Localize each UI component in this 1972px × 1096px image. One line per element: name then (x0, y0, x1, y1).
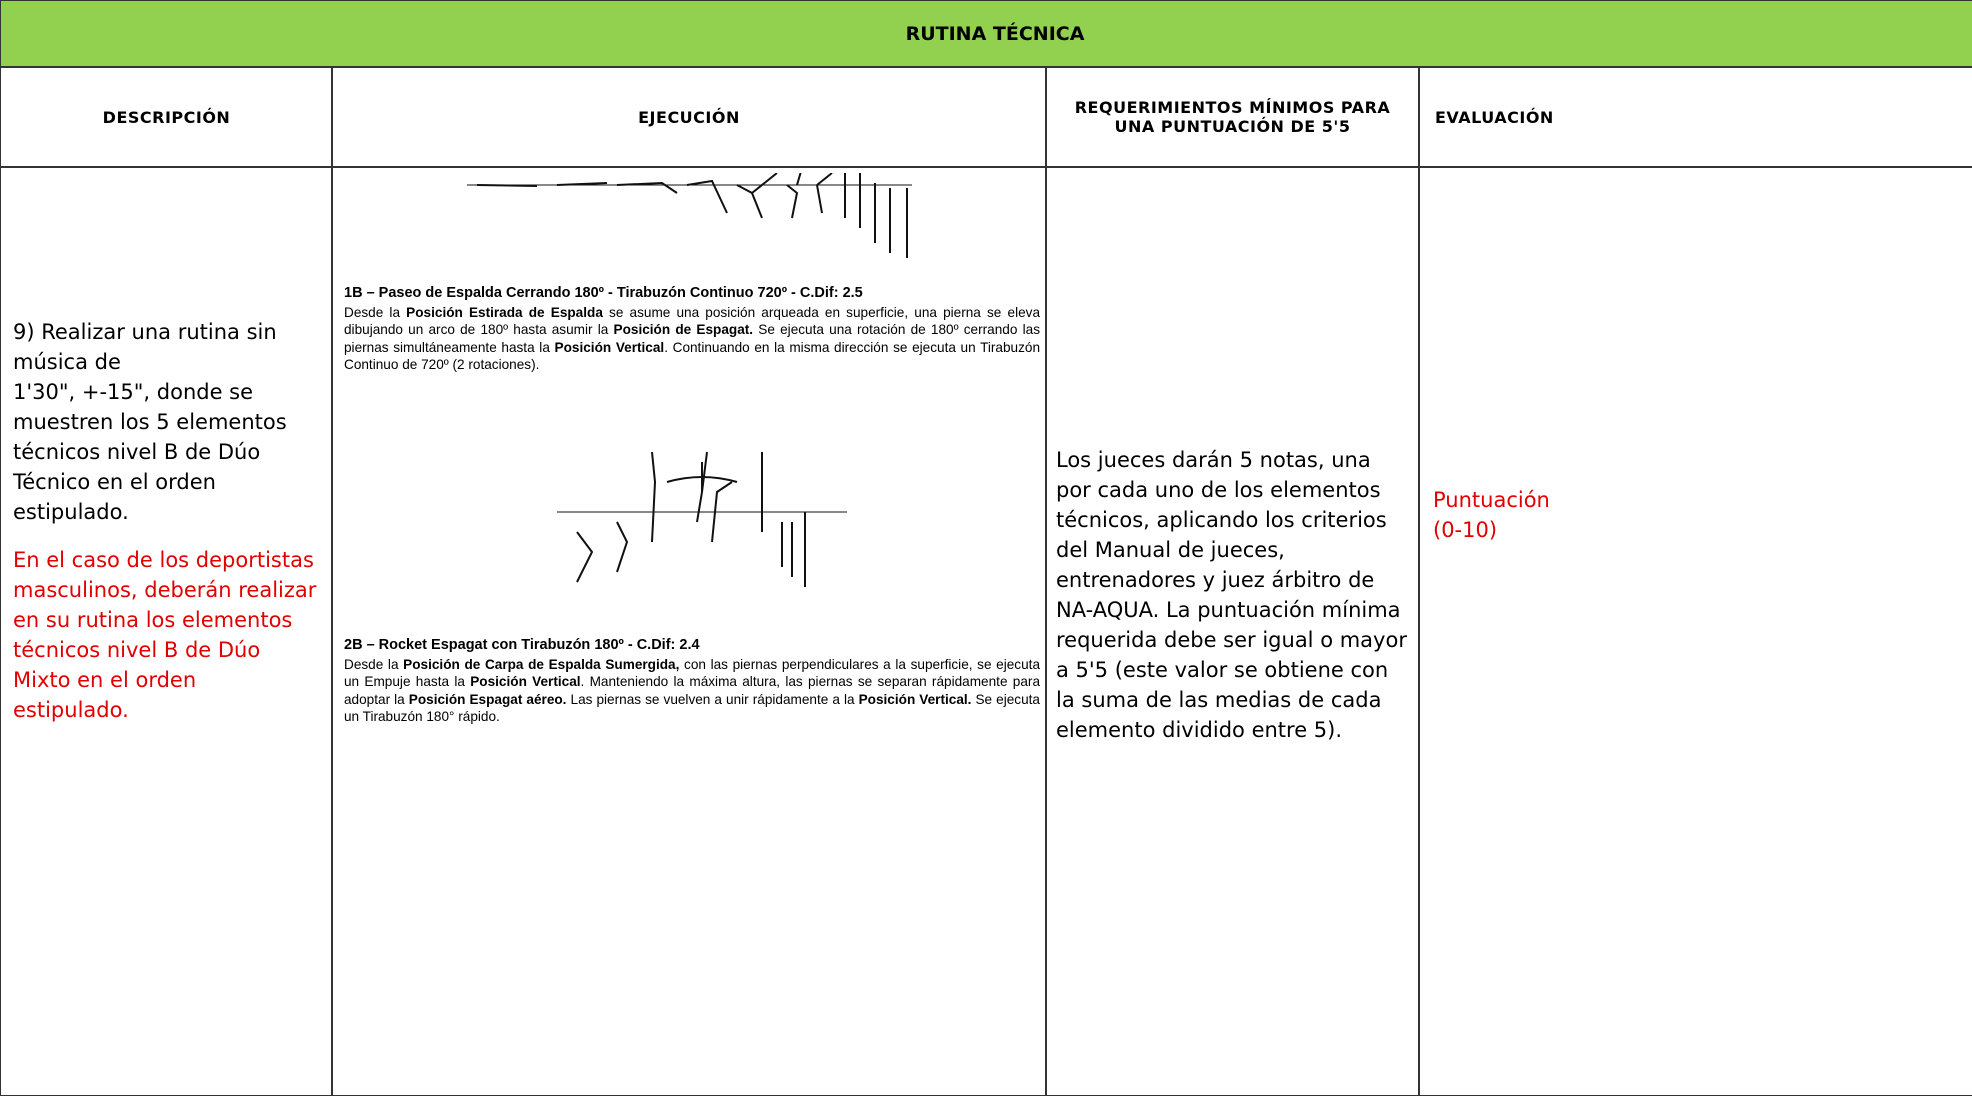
text-run: Posición de Carpa de Espalda Sumergida, (403, 656, 680, 672)
figure-1 (467, 173, 912, 258)
text-run: Posición de Espagat. (613, 322, 754, 337)
text-run: Posición Vertical. (858, 691, 972, 707)
header: REQUERIMIENTOS MÍNIMOS PARA UNA PUNTUACI… (1074, 98, 1391, 136)
text-run: Las piernas se vuelven a unir rápidament… (566, 691, 859, 707)
execution-text: Desde la Posición Estirada de Espalda se… (344, 304, 1040, 374)
execution-heading: 2B – Rocket Espagat con Tirabuzón 180º -… (344, 637, 700, 653)
header: EVALUACIÓN (1435, 107, 1554, 127)
figure-2 (557, 451, 847, 587)
evaluation: Puntuación (0-10) (1433, 488, 1550, 542)
execution-cell: 1B – Paseo de Espalda Cerrando 180º - Ti… (331, 166, 1047, 1096)
description-note: En el caso de los deportistas masculinos… (13, 548, 317, 722)
header-cell: EJECUCIÓN (331, 66, 1047, 168)
text-run: con las piernas perpendiculares a la sup… (344, 656, 1041, 690)
text-run: Posición Espagat aéreo. (408, 691, 567, 707)
text-run: Desde la (344, 656, 404, 672)
text-run: . Manteniendo la máxima altura, las pier… (344, 674, 1040, 707)
header: DESCRIPCIÓN (102, 107, 231, 127)
header-cell: DESCRIPCIÓN (0, 66, 333, 168)
execution-heading: 1B – Paseo de Espalda Cerrando 180º - Ti… (344, 285, 863, 301)
requirements: Los jueces darán 5 notas, una por cada u… (1056, 448, 1407, 742)
header-cell: EVALUACIÓN (1418, 66, 1972, 168)
text-run: Desde la (344, 304, 407, 320)
description-line: 1'30", +-15", donde se muestren los 5 el… (13, 380, 287, 524)
header-cell: REQUERIMIENTOS MÍNIMOS PARA UNA PUNTUACI… (1045, 66, 1420, 168)
evaluation-cell: Puntuación (0-10) (1418, 166, 1972, 1096)
text-run: . Continuando en la misma dirección se e… (344, 339, 1041, 373)
title: RUTINA TÉCNICA (905, 23, 1085, 45)
text-run: Se ejecuta una rotación de 180º cerrando… (344, 322, 1040, 355)
execution-block: 1B – Paseo de Espalda Cerrando 180º - Ti… (344, 285, 1040, 374)
description: 9) Realizar una rutina sin música de 1'3… (13, 317, 318, 725)
text-run: Se ejecuta un Tirabuzón 180° rápido. (344, 691, 1040, 725)
title-cell: RUTINA TÉCNICA (0, 0, 1972, 68)
execution-block: 2B – Rocket Espagat con Tirabuzón 180º -… (344, 637, 1040, 726)
description-line: 9) Realizar una rutina sin música de (13, 320, 277, 374)
text-run: Posición Vertical (470, 674, 581, 689)
description-cell: 9) Realizar una rutina sin música de 1'3… (0, 166, 333, 1096)
execution-text: Desde la Posición de Carpa de Espalda Su… (344, 656, 1040, 726)
text-run: se asume una posición arqueada en superf… (344, 304, 1041, 338)
text-run: Posición Estirada de Espalda (406, 304, 603, 320)
header: EJECUCIÓN (638, 107, 740, 127)
requirements-cell: Los jueces darán 5 notas, una por cada u… (1045, 166, 1420, 1096)
text-run: Posición Vertical (554, 339, 665, 355)
